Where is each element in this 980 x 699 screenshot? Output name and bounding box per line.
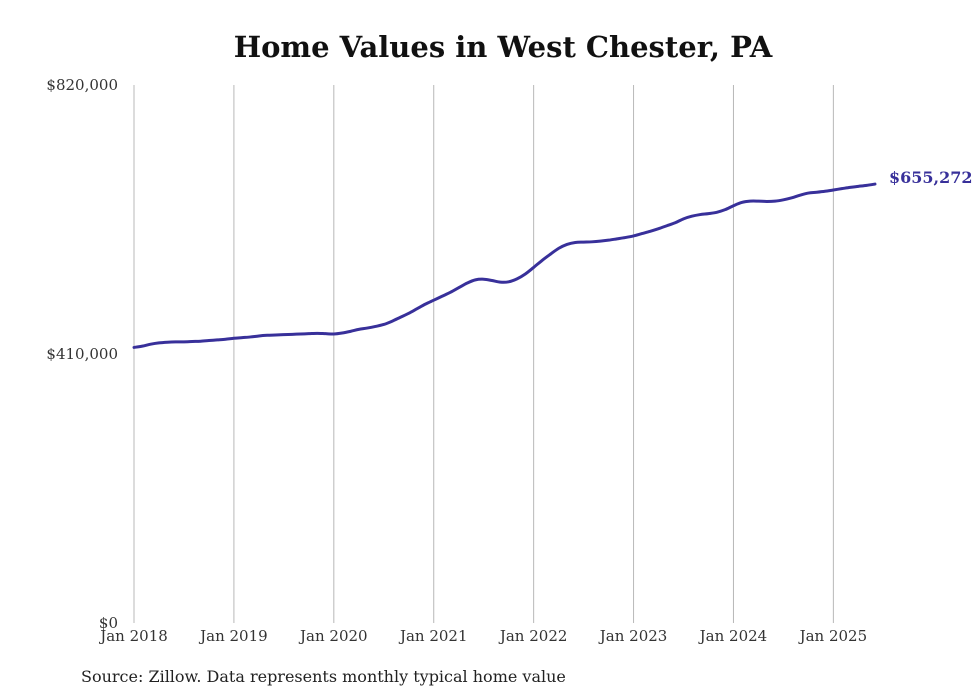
- chart-title: Home Values in West Chester, PA: [233, 30, 773, 64]
- x-tick-label: Jan 2020: [298, 627, 368, 645]
- gridlines: [133, 85, 834, 623]
- x-tick-label: Jan 2024: [698, 627, 768, 645]
- y-tick-label: $0: [99, 614, 118, 632]
- end-label-layer: $655,272: [889, 168, 973, 187]
- x-axis-ticks: Jan 2018 Jan 2019 Jan 2020 Jan 2021 Jan 2022…: [98, 627, 867, 645]
- x-tick-label: Jan 2019: [198, 627, 268, 645]
- y-tick-label: $410,000: [46, 345, 118, 363]
- source-note: Source: Zillow. Data represents monthly …: [81, 667, 566, 686]
- end-value-label: $655,272: [889, 168, 973, 187]
- x-tick-label: Jan 2018: [98, 627, 168, 645]
- series-line: [132, 182, 877, 349]
- x-tick-label: Jan 2021: [398, 627, 468, 645]
- y-axis-ticks: $0 $410,000 $820,000: [46, 76, 118, 632]
- x-tick-label: Jan 2025: [798, 627, 868, 645]
- x-tick-label: Jan 2023: [598, 627, 668, 645]
- y-tick-label: $820,000: [46, 76, 118, 94]
- x-tick-label: Jan 2022: [498, 627, 568, 645]
- series-layer: [132, 182, 877, 349]
